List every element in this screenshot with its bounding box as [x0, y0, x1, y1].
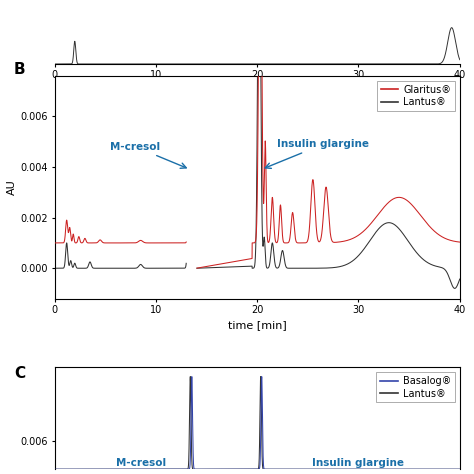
Legend: Glaritus®, Lantus®: Glaritus®, Lantus®	[377, 81, 455, 111]
Legend: Basalog®, Lantus®: Basalog®, Lantus®	[376, 372, 455, 402]
Text: B: B	[14, 62, 26, 77]
Text: C: C	[14, 365, 25, 381]
X-axis label: time [min]: time [min]	[228, 320, 286, 330]
Text: M-cresol: M-cresol	[110, 142, 186, 168]
Text: Insulin glargine: Insulin glargine	[312, 457, 404, 467]
Y-axis label: AU: AU	[7, 179, 17, 195]
X-axis label: time [min]: time [min]	[228, 86, 286, 96]
Text: Insulin glargine: Insulin glargine	[265, 139, 369, 168]
Text: M-cresol: M-cresol	[116, 457, 166, 467]
